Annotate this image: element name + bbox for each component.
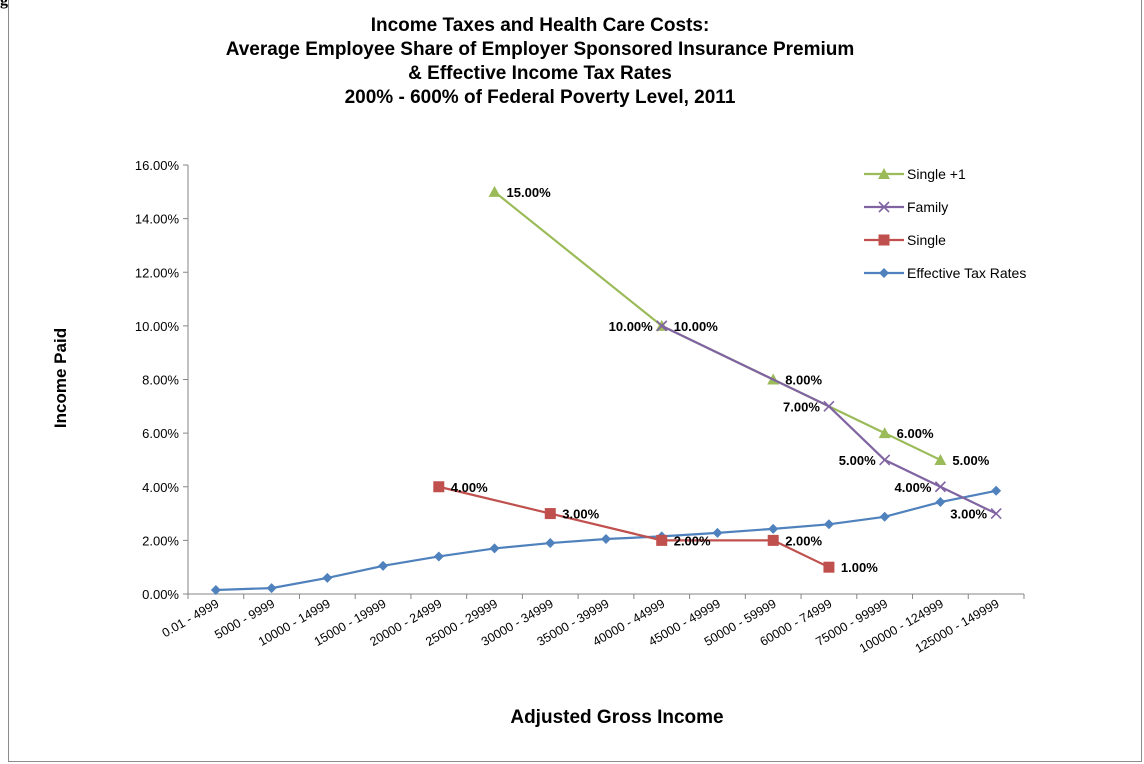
data-point-marker xyxy=(935,497,946,508)
data-point-marker xyxy=(878,168,890,179)
chart-frame xyxy=(8,0,1142,762)
legend-item: Single +1 xyxy=(864,166,966,182)
data-point-marker xyxy=(823,400,835,412)
data-point-marker xyxy=(823,519,834,530)
corner-label: g xyxy=(0,0,8,9)
legend-item: Family xyxy=(864,199,948,215)
data-point-marker xyxy=(266,583,277,594)
series-effective-tax-rates xyxy=(210,485,1002,595)
data-point-marker xyxy=(433,551,444,562)
x-axis-title: Adjusted Gross Income xyxy=(510,707,723,728)
legend-item: Single xyxy=(864,232,946,248)
data-point-marker xyxy=(488,185,501,197)
data-point-marker xyxy=(322,572,333,583)
chart-title-line-1: Income Taxes and Health Care Costs: xyxy=(370,15,710,36)
data-point-marker xyxy=(768,523,779,534)
data-point-marker xyxy=(210,584,221,595)
data-point-marker xyxy=(879,454,891,466)
y-axis-title: Income Paid xyxy=(51,328,70,428)
series-line xyxy=(661,324,997,515)
y-tick-label: 8.00% xyxy=(142,373,179,388)
y-tick-label: 2.00% xyxy=(142,533,179,548)
y-tick-label: 14.00% xyxy=(135,212,180,227)
data-point-marker xyxy=(934,481,946,493)
chart-title-line-3: & Effective Income Tax Rates xyxy=(408,63,672,84)
data-point-marker xyxy=(767,534,779,546)
data-label: 10.00% xyxy=(609,319,654,334)
data-label: 10.00% xyxy=(674,319,719,334)
data-point-marker xyxy=(823,561,835,573)
data-point-marker xyxy=(433,481,445,493)
y-tick-label: 16.00% xyxy=(135,158,180,173)
y-tick-label: 12.00% xyxy=(135,265,180,280)
data-point-marker xyxy=(544,508,556,520)
y-tick-label: 4.00% xyxy=(142,480,179,495)
data-label: 2.00% xyxy=(674,533,711,548)
y-tick-label: 0.00% xyxy=(142,587,179,602)
data-point-marker xyxy=(656,320,668,332)
data-point-marker xyxy=(878,201,890,213)
legend-label: Effective Tax Rates xyxy=(907,265,1026,281)
data-point-marker xyxy=(879,511,890,522)
data-label: 4.00% xyxy=(451,480,488,495)
chart-title-line-4: 200% - 600% of Federal Poverty Level, 20… xyxy=(344,87,736,108)
data-label: 7.00% xyxy=(783,399,820,414)
chart-title: Income Taxes and Health Care Costs: Aver… xyxy=(100,14,980,110)
data-point-marker xyxy=(489,543,500,554)
data-label: 8.00% xyxy=(785,373,822,388)
data-label: 3.00% xyxy=(950,507,987,522)
x-tick-label: 0.01 - 4999 xyxy=(160,596,222,640)
legend-label: Single xyxy=(907,232,946,248)
data-point-marker xyxy=(545,538,556,549)
data-label: 4.00% xyxy=(895,480,932,495)
y-tick-label: 6.00% xyxy=(142,426,179,441)
data-point-marker xyxy=(879,268,889,278)
data-label: 1.00% xyxy=(841,560,878,575)
data-label: 6.00% xyxy=(897,426,934,441)
data-point-marker xyxy=(378,560,389,571)
series-single xyxy=(433,481,835,573)
data-point-marker xyxy=(991,485,1002,496)
legend-label: Single +1 xyxy=(907,166,966,182)
data-point-marker xyxy=(712,527,723,538)
data-label: 5.00% xyxy=(839,453,876,468)
data-point-marker xyxy=(601,534,611,545)
legend-label: Family xyxy=(907,199,948,215)
series-family xyxy=(656,320,1002,520)
data-label: 3.00% xyxy=(562,507,599,522)
data-point-marker xyxy=(878,427,891,439)
y-tick-label: 10.00% xyxy=(135,319,180,334)
data-label: 2.00% xyxy=(785,533,822,548)
data-label: 15.00% xyxy=(507,185,552,200)
data-point-marker xyxy=(990,507,1002,520)
data-point-marker xyxy=(656,534,668,546)
data-point-marker xyxy=(878,234,890,246)
chart-title-line-2: Average Employee Share of Employer Spons… xyxy=(225,39,855,60)
legend-item: Effective Tax Rates xyxy=(864,265,1026,281)
data-label: 5.00% xyxy=(952,453,989,468)
data-point-marker xyxy=(934,453,947,465)
